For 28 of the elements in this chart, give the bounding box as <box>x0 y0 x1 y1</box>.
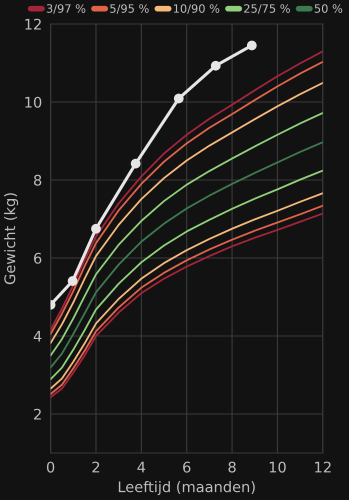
x-axis-title: Leeftijd (maanden) <box>118 481 255 496</box>
y-tick-label: 10 <box>25 96 42 108</box>
line-series <box>50 141 323 368</box>
legend-label: 50 % <box>314 4 342 13</box>
x-tick-label: 6 <box>183 462 190 473</box>
y-tick-label: 8 <box>34 174 42 186</box>
y-tick-label: 6 <box>34 252 42 264</box>
y-tick-label: 4 <box>34 330 42 342</box>
x-tick-label: 8 <box>228 462 236 473</box>
legend-label: 10/90 % <box>174 4 220 14</box>
line-series <box>50 112 323 356</box>
point <box>68 276 78 286</box>
point <box>210 60 221 71</box>
x-tick-label: 2 <box>92 462 100 472</box>
y-tick-label: 2 <box>34 408 41 420</box>
y-axis-title: Gewicht (kg) <box>4 193 18 284</box>
point <box>91 224 101 234</box>
legend-label: 5/95 % <box>110 4 149 14</box>
y-tick-label: 12 <box>25 18 41 30</box>
legend-label: 3/97 % <box>46 4 86 14</box>
point <box>246 40 257 50</box>
legend-label: 25/75 % <box>244 4 290 14</box>
point <box>174 94 184 104</box>
x-tick-label: 0 <box>46 462 54 473</box>
x-tick-label: 10 <box>270 462 286 473</box>
x-tick-label: 4 <box>137 462 146 472</box>
x-tick-label: 12 <box>315 462 331 472</box>
point <box>130 158 141 168</box>
